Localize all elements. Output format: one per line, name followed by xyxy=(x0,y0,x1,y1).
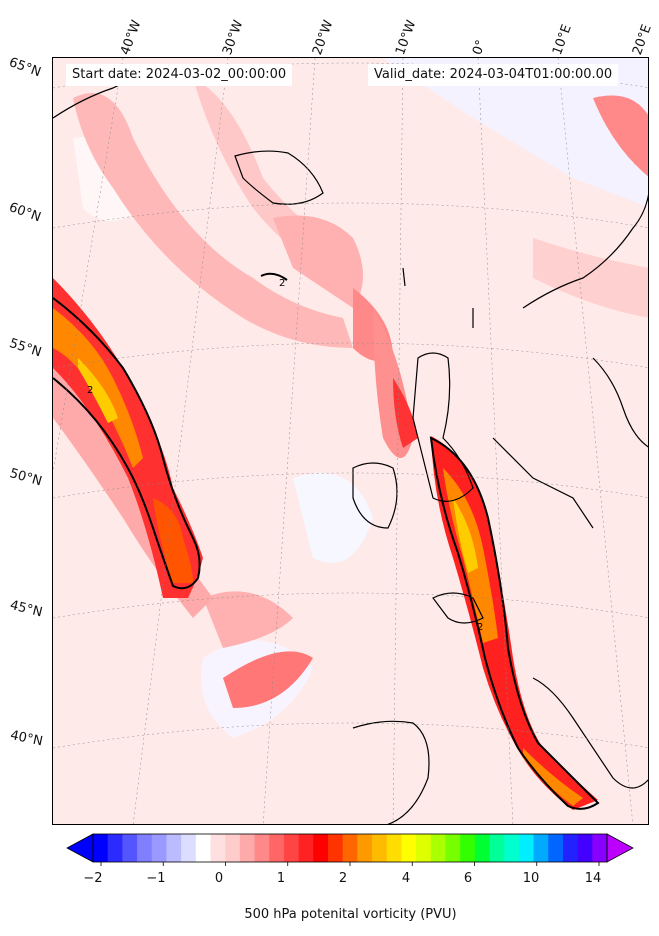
ireland-coast xyxy=(352,462,398,529)
norway-coast xyxy=(522,194,648,309)
colorbar-swatch xyxy=(298,834,314,862)
lat-label-40n: 40°N xyxy=(8,728,45,750)
pv-contour-east xyxy=(429,436,600,810)
small-islands xyxy=(402,267,474,328)
colorbar-tick: 6 xyxy=(463,871,473,886)
pv-filament-west-tail xyxy=(153,498,193,583)
start-date-label: Start date: 2024-03-02_00:00:00 xyxy=(66,64,293,86)
valid-date-label: Valid_date: 2024-03-04T01:00:00.00 xyxy=(368,64,619,86)
pv-contour-west xyxy=(53,297,201,590)
contour-label: 2 xyxy=(279,278,285,289)
colorbar-swatch xyxy=(225,834,241,862)
colorbar-tick: −2 xyxy=(83,871,103,886)
pv-map: 2 2 2 xyxy=(53,58,648,824)
colorbar-swatch xyxy=(386,834,402,862)
lon-label-0: 0° xyxy=(470,38,490,58)
colorbar-swatch xyxy=(283,834,300,862)
colorbar-swatch xyxy=(151,834,167,862)
low-pv-patch xyxy=(383,58,648,208)
colorbar xyxy=(66,833,634,866)
lon-label-30w: 30°W xyxy=(220,18,247,58)
colorbar-swatch xyxy=(416,834,432,862)
pv-streamer xyxy=(203,591,293,648)
colorbar-swatch xyxy=(93,834,109,862)
colorbar-swatch xyxy=(401,834,417,862)
pv-core xyxy=(393,378,418,448)
colorbar-extend-high xyxy=(606,833,634,863)
italy-coast xyxy=(532,677,648,789)
colorbar-swatch xyxy=(474,834,491,862)
sweden-coast xyxy=(592,357,648,448)
denmark-coast xyxy=(492,437,594,529)
colorbar-swatch xyxy=(195,834,211,862)
lon-label-20e: 20°E xyxy=(630,22,655,58)
brittany-coast xyxy=(432,592,484,624)
pv-streamer xyxy=(273,215,363,308)
colorbar-tick: 14 xyxy=(584,871,602,886)
colorbar-extend-low xyxy=(66,833,94,863)
colorbar-tick: −1 xyxy=(146,871,166,886)
colorbar-swatch xyxy=(357,834,373,862)
lon-label-20w: 20°W xyxy=(310,18,337,58)
contour-label: 2 xyxy=(87,385,93,396)
colorbar-swatch xyxy=(460,834,476,862)
colorbar-swatch xyxy=(372,834,388,862)
colorbar-swatch xyxy=(504,834,520,862)
colorbar-swatch xyxy=(107,834,123,862)
lat-label-65n: 65°N xyxy=(6,55,43,81)
lon-label-10e: 10°E xyxy=(550,22,575,58)
colorbar-swatch xyxy=(313,834,329,862)
pv-filament-east-max xyxy=(453,498,478,573)
colorbar-swatch xyxy=(548,834,564,862)
colorbar-tick: 4 xyxy=(401,871,411,886)
coastlines xyxy=(53,72,648,824)
colorbar-swatch xyxy=(137,834,153,862)
colorbar-swatch xyxy=(254,834,270,862)
colorbar-swatch xyxy=(269,834,285,862)
colorbar-swatch xyxy=(592,834,608,862)
colorbar-swatch xyxy=(445,834,461,862)
lat-label-55n: 55°N xyxy=(7,336,44,361)
pv-streamer xyxy=(223,651,313,708)
colorbar-tick: 0 xyxy=(214,871,224,886)
lat-label-50n: 50°N xyxy=(7,466,44,490)
colorbar-swatch xyxy=(327,834,344,862)
pv-streamer xyxy=(533,238,648,318)
colorbar-tick: 10 xyxy=(522,871,540,886)
lon-label-10w: 10°W xyxy=(393,18,420,58)
pv-filament-east-tail xyxy=(523,748,583,806)
colorbar-tick: 2 xyxy=(338,871,348,886)
colorbar-tick: 1 xyxy=(276,871,286,886)
map-panel: 2 2 2 xyxy=(52,57,649,825)
contour-label: 2 xyxy=(477,622,483,633)
lat-label-60n: 60°N xyxy=(6,200,43,226)
iceland-coast xyxy=(234,150,324,205)
colorbar-swatch xyxy=(181,834,197,862)
colorbar-swatch xyxy=(518,834,535,862)
pv-streamer xyxy=(593,95,648,177)
great-britain-coast xyxy=(412,352,474,502)
colorbar-swatch xyxy=(489,834,505,862)
colorbar-swatch xyxy=(577,834,593,862)
colorbar-swatch xyxy=(342,834,358,862)
colorbar-swatch xyxy=(166,834,182,862)
colorbar-swatch xyxy=(122,834,138,862)
lat-label-45n: 45°N xyxy=(8,598,44,621)
colorbar-swatch xyxy=(533,834,549,862)
pv-streamer xyxy=(193,78,353,278)
colorbar-swatch xyxy=(430,834,446,862)
colorbar-title: 500 hPa potenital vorticity (PVU) xyxy=(244,907,457,922)
pv-streamer xyxy=(73,93,353,348)
colorbar-swatch xyxy=(210,834,226,862)
pv-filament-west-max xyxy=(78,358,118,423)
lon-label-40w: 40°W xyxy=(118,18,145,58)
colorbar-swatch xyxy=(562,834,579,862)
pv-contour-small xyxy=(260,272,288,281)
iberia-coast xyxy=(352,720,430,824)
colorbar-swatch xyxy=(239,834,256,862)
